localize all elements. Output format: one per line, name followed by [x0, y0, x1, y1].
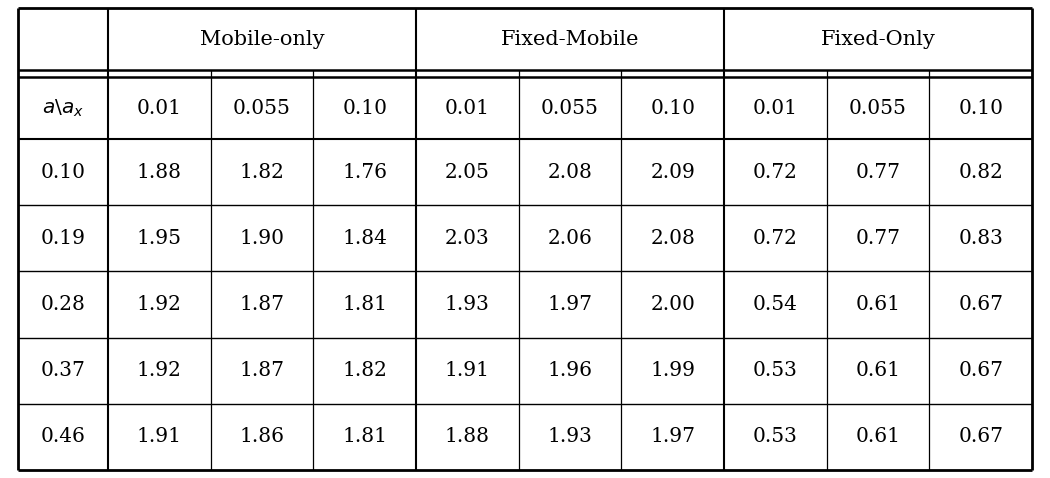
Text: 1.84: 1.84 [342, 229, 387, 248]
Text: 1.99: 1.99 [650, 361, 695, 380]
Text: 0.67: 0.67 [959, 295, 1003, 314]
Text: 0.10: 0.10 [41, 163, 85, 182]
Text: 0.10: 0.10 [959, 98, 1003, 118]
Text: Fixed-Mobile: Fixed-Mobile [501, 30, 639, 48]
Text: 1.88: 1.88 [445, 427, 490, 446]
Text: 0.10: 0.10 [342, 98, 387, 118]
Text: 0.82: 0.82 [959, 163, 1003, 182]
Text: 1.88: 1.88 [136, 163, 182, 182]
Text: 0.67: 0.67 [959, 427, 1003, 446]
Text: 1.90: 1.90 [239, 229, 285, 248]
Text: 0.055: 0.055 [849, 98, 907, 118]
Text: 0.77: 0.77 [856, 229, 901, 248]
Text: 1.91: 1.91 [445, 361, 490, 380]
Text: 0.01: 0.01 [753, 98, 798, 118]
Text: 1.97: 1.97 [650, 427, 695, 446]
Text: 2.09: 2.09 [650, 163, 695, 182]
Text: 1.96: 1.96 [547, 361, 592, 380]
Text: 0.37: 0.37 [41, 361, 85, 380]
Text: 0.83: 0.83 [959, 229, 1003, 248]
Text: 1.82: 1.82 [239, 163, 285, 182]
Text: $a{\backslash}a_x$: $a{\backslash}a_x$ [42, 98, 84, 119]
Text: 1.81: 1.81 [342, 427, 387, 446]
Text: 1.87: 1.87 [239, 295, 285, 314]
Text: 1.91: 1.91 [136, 427, 182, 446]
Text: 1.82: 1.82 [342, 361, 387, 380]
Text: 0.61: 0.61 [856, 427, 901, 446]
Text: 1.87: 1.87 [239, 361, 285, 380]
Text: 2.00: 2.00 [650, 295, 695, 314]
Text: 0.61: 0.61 [856, 295, 901, 314]
Text: 2.06: 2.06 [547, 229, 592, 248]
Text: 2.05: 2.05 [445, 163, 489, 182]
Text: 0.72: 0.72 [753, 229, 798, 248]
Text: 0.055: 0.055 [541, 98, 598, 118]
Text: 0.01: 0.01 [136, 98, 182, 118]
Text: 0.28: 0.28 [41, 295, 85, 314]
Text: 0.61: 0.61 [856, 361, 901, 380]
Text: 1.92: 1.92 [136, 361, 182, 380]
Text: 0.54: 0.54 [753, 295, 798, 314]
Text: 0.055: 0.055 [233, 98, 291, 118]
Text: 1.97: 1.97 [547, 295, 592, 314]
Text: 0.01: 0.01 [445, 98, 490, 118]
Text: 0.72: 0.72 [753, 163, 798, 182]
Text: 1.93: 1.93 [547, 427, 592, 446]
Text: 1.76: 1.76 [342, 163, 387, 182]
Text: 0.10: 0.10 [650, 98, 695, 118]
Text: 0.46: 0.46 [41, 427, 85, 446]
Text: 0.53: 0.53 [753, 427, 798, 446]
Text: 2.08: 2.08 [650, 229, 695, 248]
Text: 1.81: 1.81 [342, 295, 387, 314]
Text: 0.19: 0.19 [41, 229, 85, 248]
Text: Mobile-only: Mobile-only [200, 30, 324, 48]
Text: 1.92: 1.92 [136, 295, 182, 314]
Text: 0.53: 0.53 [753, 361, 798, 380]
Text: 1.86: 1.86 [239, 427, 285, 446]
Text: 1.93: 1.93 [445, 295, 489, 314]
Text: Fixed-Only: Fixed-Only [820, 30, 936, 48]
Text: 1.95: 1.95 [136, 229, 182, 248]
Text: 2.03: 2.03 [445, 229, 489, 248]
Text: 0.67: 0.67 [959, 361, 1003, 380]
Text: 2.08: 2.08 [547, 163, 592, 182]
Text: 0.77: 0.77 [856, 163, 901, 182]
